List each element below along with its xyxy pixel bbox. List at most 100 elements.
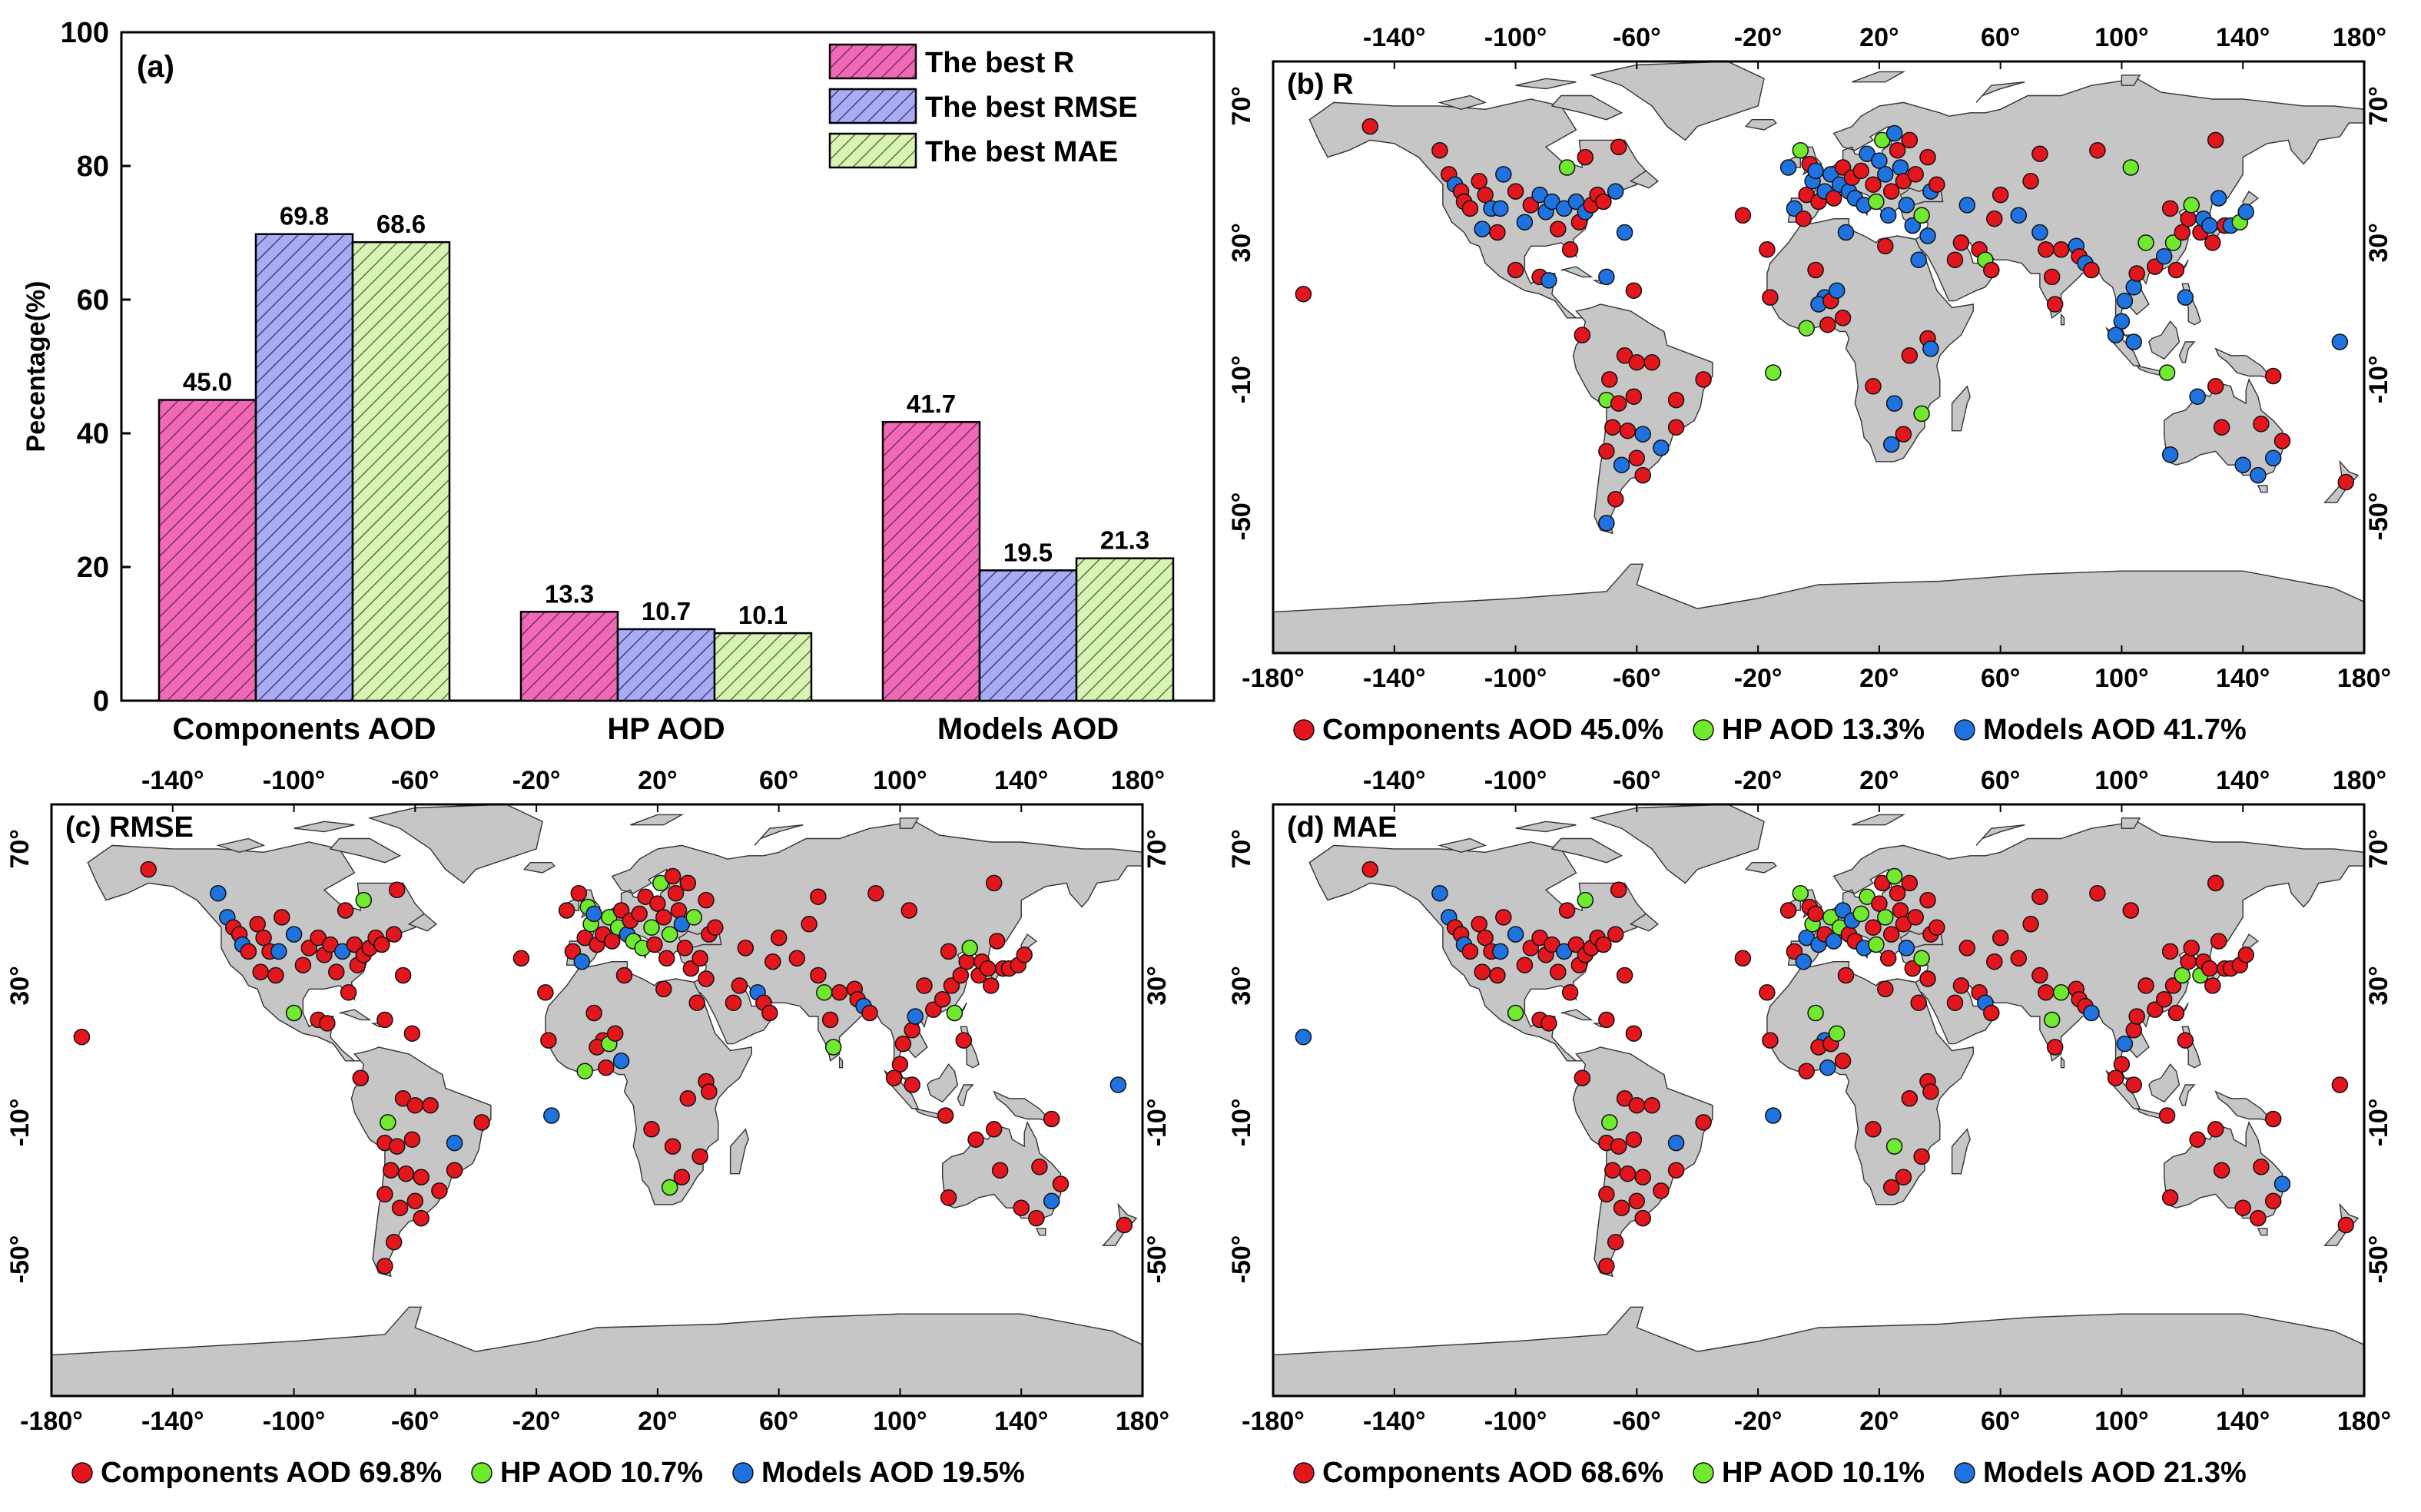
site-marker <box>1601 371 1618 388</box>
bar <box>1075 557 1175 702</box>
site-marker <box>1667 391 1685 409</box>
site-marker <box>1834 310 1852 327</box>
site-marker <box>2161 446 2179 463</box>
y-tick-label: 0 <box>93 685 109 718</box>
site-marker <box>1610 881 1627 899</box>
site-marker <box>900 902 918 919</box>
landmass <box>1852 71 1906 83</box>
site-marker <box>1474 963 1491 980</box>
landmass <box>522 862 556 874</box>
site-marker <box>2125 279 2142 296</box>
bar-y-axis-label: Pecentage(%) <box>22 281 51 453</box>
site-marker <box>1910 251 1927 268</box>
site-marker <box>285 926 303 943</box>
site-marker <box>1871 895 1888 912</box>
site-marker <box>788 950 806 967</box>
y-tick-label-right: -10° <box>2364 1099 2393 1147</box>
site-marker <box>2167 1004 2185 1022</box>
top-x-tick-label: 60° <box>1981 23 2020 52</box>
y-tick-label-left: -10° <box>1227 356 1256 404</box>
site-marker <box>1613 456 1630 473</box>
site-marker <box>603 933 621 950</box>
bar-value-label: 68.6 <box>376 210 426 238</box>
map-panel-label: (d) MAE <box>1287 811 1398 844</box>
x-tick-label: -100° <box>1484 664 1547 693</box>
site-marker <box>2137 977 2154 994</box>
site-marker <box>1892 902 1909 919</box>
site-marker <box>943 977 960 994</box>
landmass <box>294 821 355 833</box>
y-tick-label-right: -50° <box>2364 492 2393 541</box>
site-marker <box>904 1022 920 1039</box>
site-marker <box>1825 933 1842 950</box>
site-marker <box>2158 364 2176 381</box>
site-marker <box>2089 141 2106 159</box>
site-marker <box>1295 285 1312 303</box>
site-marker <box>543 1107 560 1124</box>
site-marker <box>2128 265 2145 282</box>
site-marker <box>1929 176 1945 193</box>
site-marker <box>1892 159 1909 176</box>
site-marker <box>691 1148 708 1166</box>
site-marker <box>1922 340 1939 357</box>
site-marker <box>1913 207 1930 224</box>
site-marker <box>1516 214 1534 230</box>
site-marker <box>2164 234 2182 251</box>
site-marker <box>831 984 848 1001</box>
site-marker <box>2253 1159 2270 1175</box>
site-marker <box>380 1114 396 1131</box>
site-marker <box>2234 456 2251 473</box>
landmass <box>1951 1128 1971 1175</box>
site-marker <box>1919 970 1936 987</box>
site-marker <box>1013 1199 1030 1216</box>
bar-value-label: 21.3 <box>1100 526 1149 555</box>
site-marker <box>2043 1011 2061 1029</box>
landmass <box>1550 94 1623 121</box>
site-marker <box>1574 1069 1591 1086</box>
site-marker <box>2031 224 2048 241</box>
site-marker <box>431 1182 448 1199</box>
site-marker <box>991 1162 1009 1179</box>
map-y-labels: 70° 70° 30° 30° -10° -10° -50° -50° <box>1227 86 2393 540</box>
site-marker <box>1495 166 1512 183</box>
site-marker <box>1477 186 1494 204</box>
site-marker <box>2147 258 2164 275</box>
bar <box>158 399 257 702</box>
site-marker <box>1653 1182 1670 1199</box>
site-marker <box>1489 224 1506 241</box>
site-marker <box>907 1008 924 1025</box>
site-marker <box>337 902 354 919</box>
site-marker <box>1507 1004 1524 1022</box>
site-marker <box>731 977 748 994</box>
site-marker <box>376 1011 393 1029</box>
site-marker <box>1540 1015 1557 1032</box>
site-marker <box>2107 327 2124 343</box>
site-marker <box>940 943 957 960</box>
site-marker <box>2167 261 2185 279</box>
landmass <box>1975 824 2025 846</box>
site-marker <box>1616 224 1633 241</box>
site-marker <box>2107 1069 2124 1086</box>
site-marker <box>1558 902 1576 919</box>
site-marker <box>2204 234 2221 251</box>
site-marker <box>1910 994 1927 1011</box>
site-marker <box>1695 371 1712 388</box>
site-marker <box>391 1199 409 1216</box>
site-marker <box>2264 1110 2282 1128</box>
top-x-tick-label: -140° <box>1363 766 1426 795</box>
site-marker <box>274 909 290 926</box>
map-bottom-x-labels: -180° -140° -100° -60° -20° 20° 60° 100° 140° 180… <box>1242 1407 2391 1436</box>
site-marker <box>980 960 997 977</box>
site-marker <box>1634 1169 1651 1185</box>
landmass <box>1515 78 1577 90</box>
site-marker <box>1885 867 1903 885</box>
site-marker <box>1667 1134 1685 1152</box>
site-marker <box>1819 1059 1836 1076</box>
site-marker <box>1798 1063 1815 1079</box>
top-x-tick-label: 140° <box>2216 766 2270 795</box>
site-marker <box>946 1004 963 1022</box>
site-marker <box>1474 220 1491 237</box>
site-marker <box>615 967 633 984</box>
top-x-tick-label: -20° <box>1734 23 1783 52</box>
site-marker <box>403 1025 421 1042</box>
